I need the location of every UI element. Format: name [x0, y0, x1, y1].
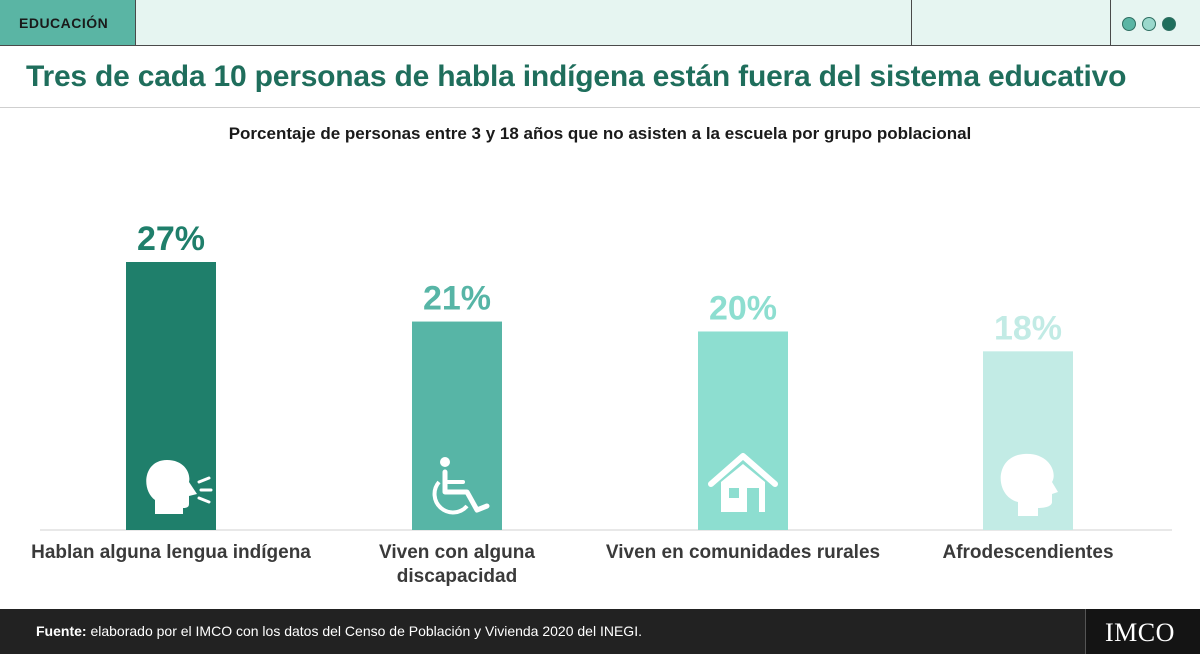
header-divider: [1110, 0, 1111, 45]
dot-icon: [1122, 17, 1136, 31]
wheelchair-icon: [432, 457, 490, 515]
footer-bar: Fuente: elaborado por el IMCO con los da…: [0, 609, 1200, 654]
dot-icon: [1142, 17, 1156, 31]
bar-chart: 27% 21% 20% 18%: [40, 220, 1172, 531]
header-bar: EDUCACIÓN: [0, 0, 1200, 46]
section-tag: EDUCACIÓN: [0, 0, 136, 45]
header-divider: [911, 0, 912, 45]
category-label: Afrodescendientes: [942, 542, 1114, 563]
source-text: elaborado por el IMCO con los datos del …: [90, 623, 642, 639]
source-note: Fuente: elaborado por el IMCO con los da…: [36, 609, 642, 654]
source-label: Fuente:: [36, 623, 87, 639]
logo-box: [1085, 609, 1200, 654]
category-label: Hablan alguna lengua indígena: [31, 542, 311, 563]
category-label: Viven en comunidades rurales: [605, 542, 881, 563]
person-profile-icon: [1000, 453, 1058, 516]
category-label: Viven con alguna discapacidad: [379, 542, 535, 587]
page-title: Tres de cada 10 personas de habla indíge…: [26, 60, 1127, 93]
house-icon: [708, 453, 778, 512]
speaking-head-icon: [146, 460, 213, 514]
header-dots: [1122, 17, 1176, 31]
bar-value-label: 27%: [137, 220, 205, 258]
bar-value-label: 18%: [994, 309, 1062, 347]
dot-icon: [1162, 17, 1176, 31]
imco-logo: IMCO: [1105, 618, 1175, 647]
chart-title: Porcentaje de personas entre 3 y 18 años…: [228, 124, 972, 143]
bar: [412, 321, 502, 530]
bar-value-label: 21%: [423, 280, 491, 318]
title-divider: [0, 107, 1200, 108]
bar-value-label: 20%: [709, 289, 777, 327]
